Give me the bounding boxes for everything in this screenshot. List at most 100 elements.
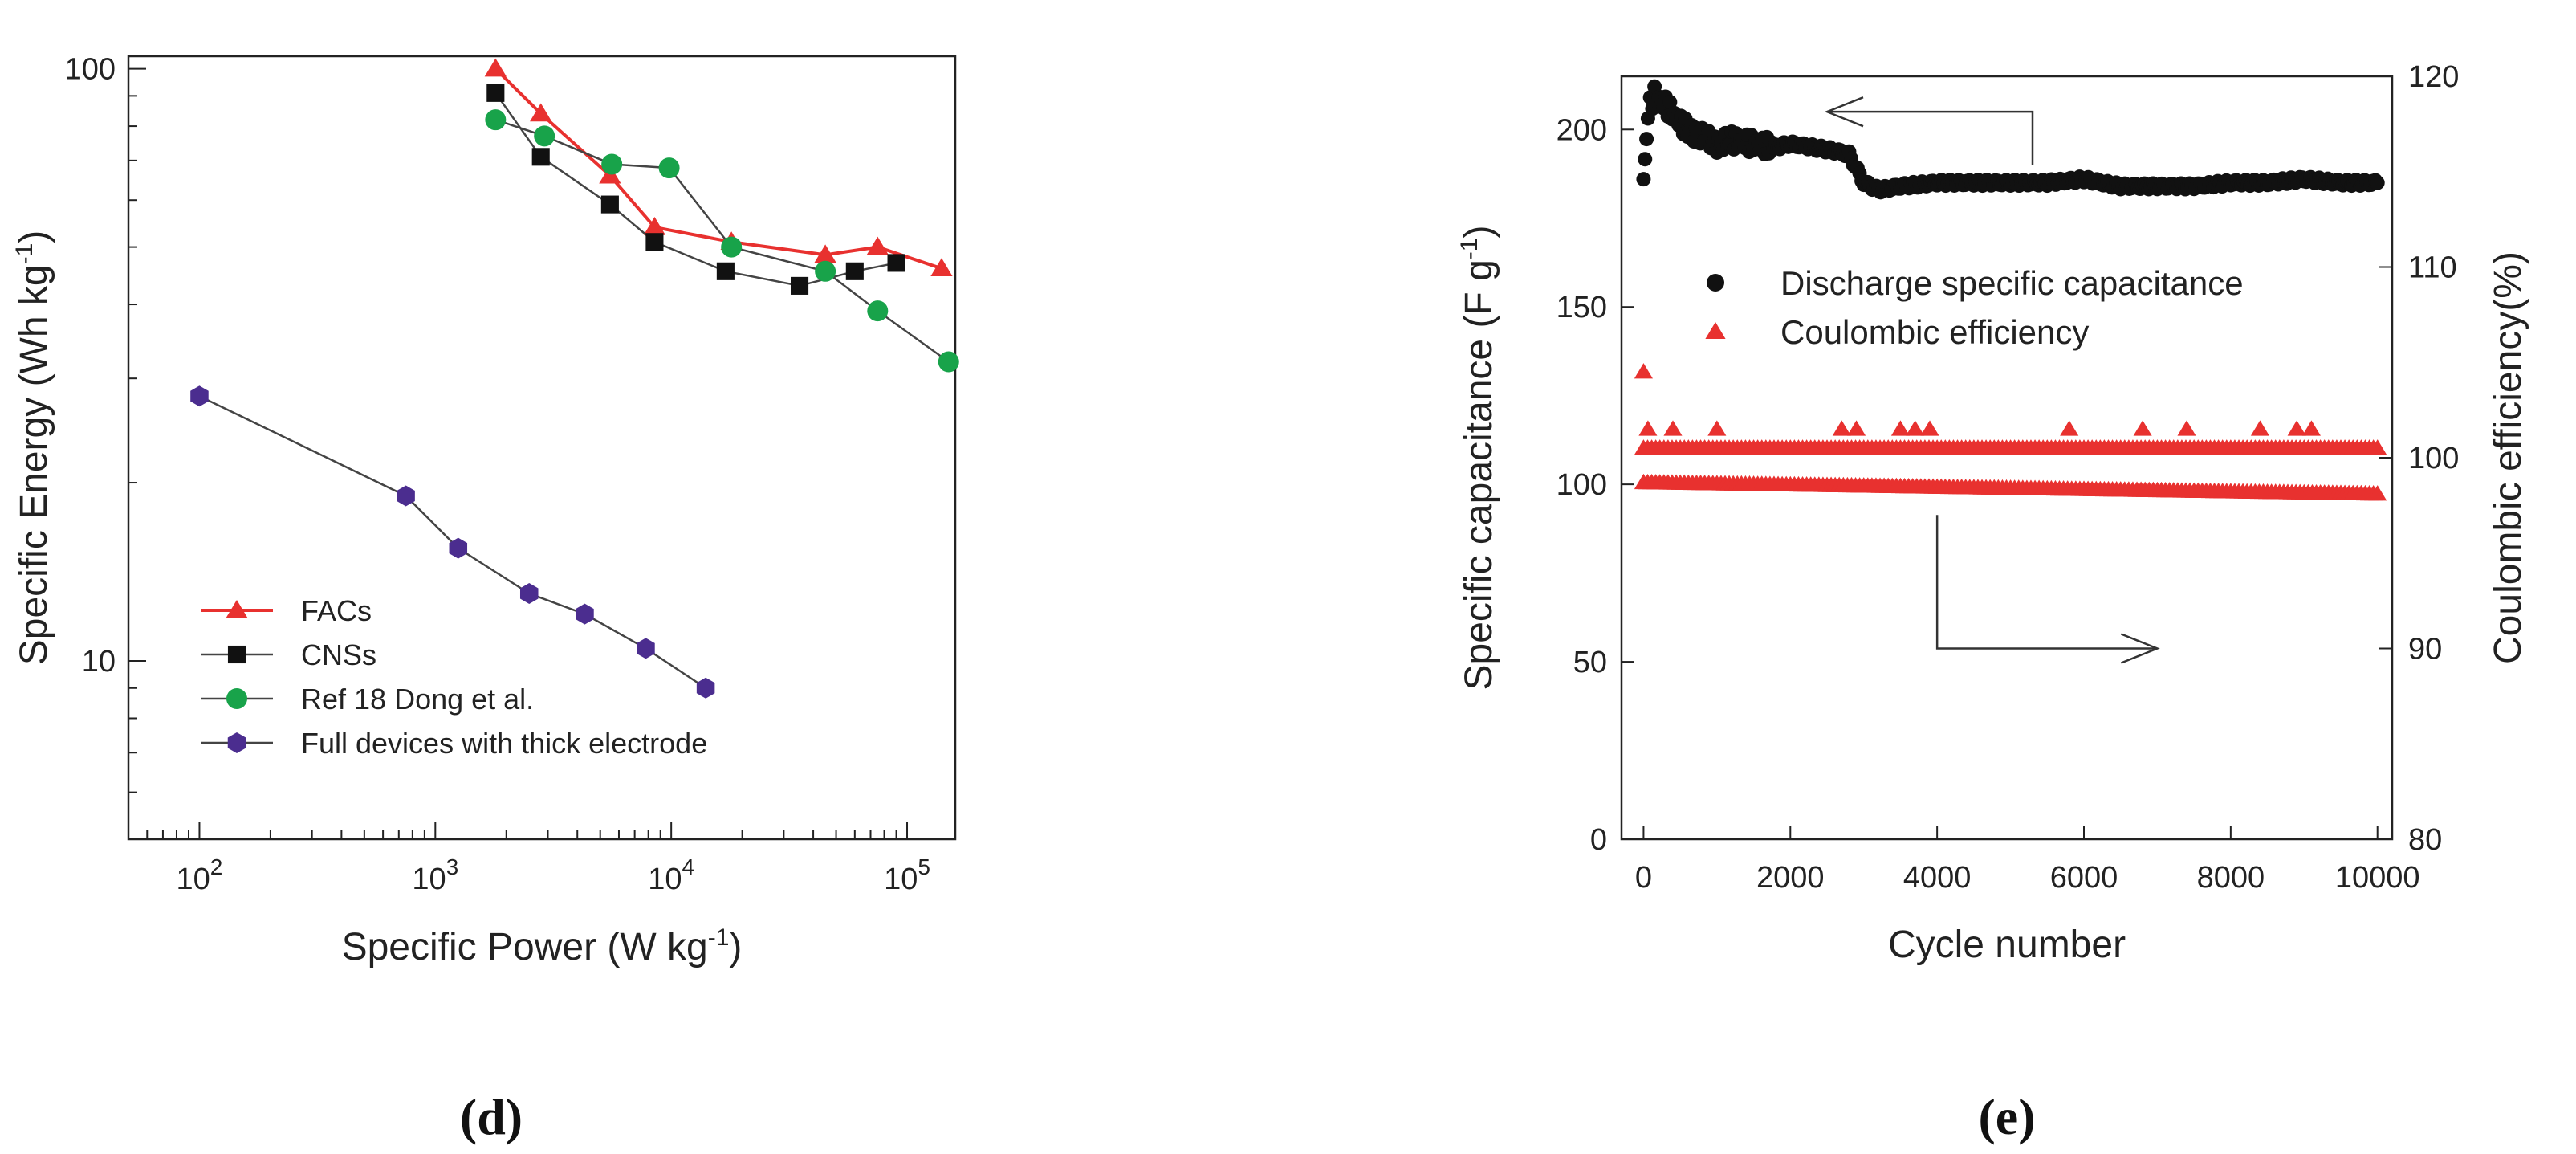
panel-e-arrow-right-head [2120,633,2160,664]
panel-d-x-tick-label-base: 10 [884,862,918,896]
panel-d-x-tick-label-exp: 2 [210,854,223,879]
panel-d-data-point [485,109,507,131]
panel-e-y-tick-label: 150 [1557,291,1607,324]
panel-e-series [1634,79,2387,501]
panel-d-y-axis-title: Specific Energy (Wh kg-1) [11,230,55,666]
panel-e-y-axis-title-text: Specific capacitance (F g [1458,259,1500,690]
panel-e-efficiency-band-point [2368,485,2387,501]
panel-d-data-point [658,157,680,179]
panel-e-efficiency-point [2060,420,2079,436]
panel-e-y2-axis-title: Coulombic efficiency(%) [2487,251,2529,664]
panel-e-x-tick-label: 4000 [1903,861,1972,895]
panel-e-efficiency-point [1832,420,1851,436]
panel-d-data-point [814,244,836,263]
panel-e-y-tick-label: 0 [1590,823,1607,857]
panel-e-x-tick-label: 10000 [2335,861,2420,895]
panel-d-y-tick-label: 10 [82,645,116,679]
panel-e-capacitance-point [1638,152,1653,167]
panel-d-x-tick-label: 103 [412,854,458,896]
panel-e-legend: Discharge specific capacitance Coulombic … [1705,264,2244,351]
panel-d-data-point [938,351,959,373]
panel-e-capacitance-point [1662,95,1678,110]
panel-d-x-axis-title: Specific Power (W kg-1) [342,924,743,968]
panel-d-x-axis-title-text: Specific Power (W kg [342,926,708,968]
panel-d-legend-label: Full devices with thick electrode [301,727,707,760]
panel-e-y2-tick-label: 90 [2408,633,2442,667]
panel-d-data-point [484,58,507,77]
panel-e-arrow-right [1935,515,2158,650]
panel-d-x-tick-label-exp: 3 [446,854,459,879]
panel-e-x-tick-label: 8000 [2197,861,2265,895]
panel-d-x-axis-title-sup: -1 [708,924,730,951]
panel-e-y-tick-label: 50 [1573,646,1607,679]
panel-e-y2-tick-label: 80 [2408,823,2442,857]
panel-e-y-tick-label: 200 [1557,113,1607,147]
panel-d-data-point [637,638,655,659]
panel-d-data-point [716,262,735,280]
panel-e-y-axis-title-sup: -1 [1456,239,1483,260]
panel-e-y2-tick-label: 100 [2408,442,2459,475]
panel-e-efficiency-point [2301,420,2321,436]
panel-e-efficiency-point [2287,420,2306,436]
panel-d-x-tick-label: 104 [648,854,694,896]
panel-e-efficiency-point [1707,420,1727,436]
panel-d-data-point [534,125,555,147]
panel-e-y-tick-label: 100 [1557,468,1607,502]
panel-d-data-point [576,603,594,625]
panel-label-e-letter: e [1996,1088,2018,1145]
panel-d-data-point [486,84,505,102]
panel-e-arrow-left [1827,110,2034,165]
panel-e-efficiency-point [2177,420,2196,436]
panel-d-series-line [494,118,950,363]
panel-d-y-axis-title-tail: ) [13,230,55,243]
panel-d-x-tick-label: 102 [177,854,223,896]
panel-e-x-tick-label: 2000 [1756,861,1825,895]
panel-d-data-point [721,236,743,258]
panel-d-data-point [815,260,836,282]
panel-e-efficiency-point [1663,420,1683,436]
panel-e-axes: 0 2000 4000 6000 8000 10000 0 50 100 150 200 80 90 10… [1557,60,2460,895]
panel-d-data-point [531,148,550,166]
panel-e-chart: 0 2000 4000 6000 8000 10000 0 50 100 150 200 80 90 10… [1456,60,2529,966]
panel-d-data-point [519,583,539,605]
panel-d-data-point [600,195,619,214]
panel-d-data-point [867,300,889,322]
panel-d-x-tick-label-base: 10 [648,862,682,896]
panel-e-annotations [1824,96,2160,664]
panel-d-x-tick-label-base: 10 [177,862,210,896]
panel-label-e: (e) [1978,1088,2035,1145]
panel-e-capacitance-point [2370,175,2385,190]
panel-d-data-point [790,276,809,295]
panel-d-legend: FACs CNSs Ref 18 Dong et al. Full devices w… [201,594,707,760]
panel-e-legend-marker [1705,322,1726,339]
panel-e-efficiency-point [1906,420,1925,436]
panel-d-y-axis-title-sup: -1 [11,243,38,265]
panel-e-y-axis-title: Specific capacitance (F g-1) [1456,226,1500,691]
panel-e-x-axis-title: Cycle number [1888,924,2126,966]
panel-d-data-point [601,153,623,175]
panel-d-legend-label: Ref 18 Dong et al. [301,683,534,716]
panel-e-y2-tick-label: 110 [2408,251,2457,285]
panel-e-efficiency-band-point [2368,439,2387,455]
panel-d-data-point [449,537,468,559]
panel-d-data-point [643,216,666,235]
panel-d-legend-marker [227,732,246,753]
panel-e-y-axis-title-tail: ) [1458,226,1500,239]
panel-d-data-point [696,677,715,699]
panel-e-capacitance-point [1639,132,1654,147]
panel-d-data-point [397,485,415,507]
panel-d-x-tick-label: 105 [884,854,930,896]
panel-d-y-tick-label: 100 [65,53,116,87]
panel-d-frame [127,55,957,841]
panel-e-x-tick-label: 6000 [2050,861,2118,895]
panel-d-legend-marker [226,688,247,709]
panel-d-x-tick-label-exp: 4 [682,854,695,879]
panel-e-legend-marker [1707,274,1724,292]
panel-d-x-axis-title-tail: ) [729,926,742,968]
panel-e-efficiency-point [1634,363,1653,379]
panel-d-x-tick-label-exp: 5 [918,854,930,879]
panel-d-legend-label: FACs [301,594,372,627]
panel-d-data-point [190,385,209,407]
